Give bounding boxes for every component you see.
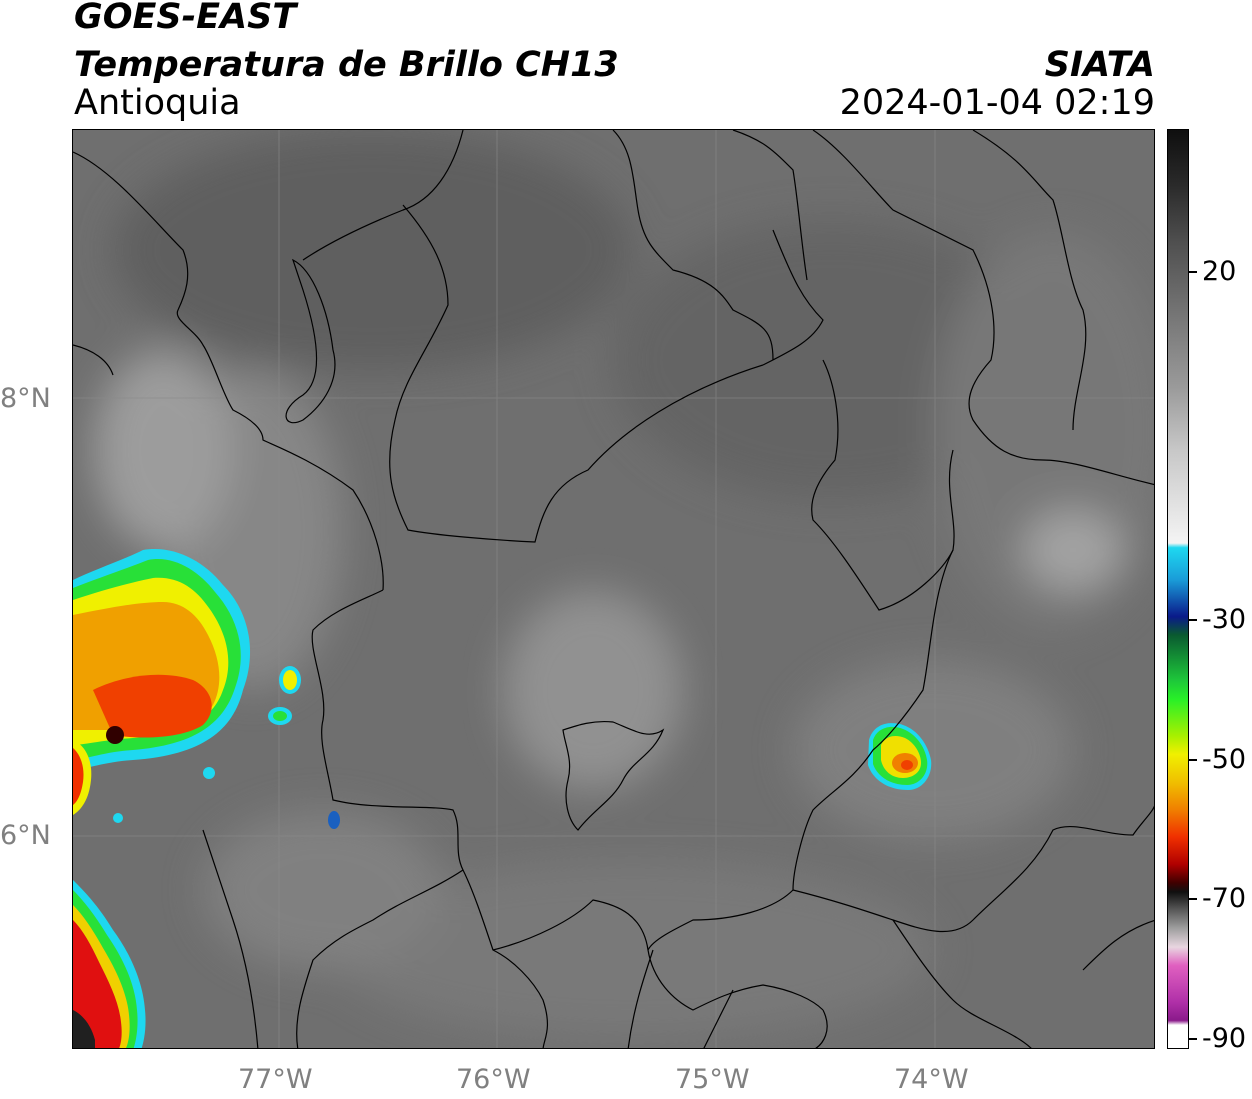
region-label: Antioquia	[74, 83, 241, 123]
colorbar-label-minus70: -70	[1202, 883, 1247, 914]
colorbar-tick	[1189, 898, 1197, 900]
datetime-label: 2024-01-04 02:19	[839, 83, 1155, 123]
colorbar-label-20: 20	[1202, 256, 1237, 287]
product-title: Temperatura de Brillo CH13	[74, 45, 619, 85]
colorbar-tick	[1189, 1038, 1197, 1040]
colorbar-tick	[1189, 619, 1197, 621]
colorbar-label-minus50: -50	[1202, 744, 1247, 775]
agency-label: SIATA	[1044, 45, 1155, 85]
lat-label-8: 8°N	[0, 383, 51, 414]
western-convective-system	[73, 549, 251, 770]
lon-label-74: 74°W	[894, 1064, 969, 1095]
southwest-convective-system	[73, 880, 146, 1048]
colorbar-tick	[1189, 759, 1197, 761]
graticule	[73, 130, 1154, 1048]
satellite-map[interactable]	[72, 129, 1155, 1049]
colorbar-label-minus90: -90	[1202, 1023, 1247, 1054]
lon-label-77: 77°W	[238, 1064, 313, 1095]
colorbar-tick	[1189, 271, 1197, 273]
temperature-colorbar	[1167, 129, 1189, 1049]
lat-label-6: 6°N	[0, 820, 51, 851]
lon-label-76: 76°W	[456, 1064, 531, 1095]
satellite-title: GOES-EAST	[74, 0, 297, 37]
borders	[73, 130, 1154, 1048]
lon-label-75: 75°W	[675, 1064, 750, 1095]
colorbar-label-minus30: -30	[1202, 604, 1247, 635]
small-cells	[73, 666, 340, 829]
